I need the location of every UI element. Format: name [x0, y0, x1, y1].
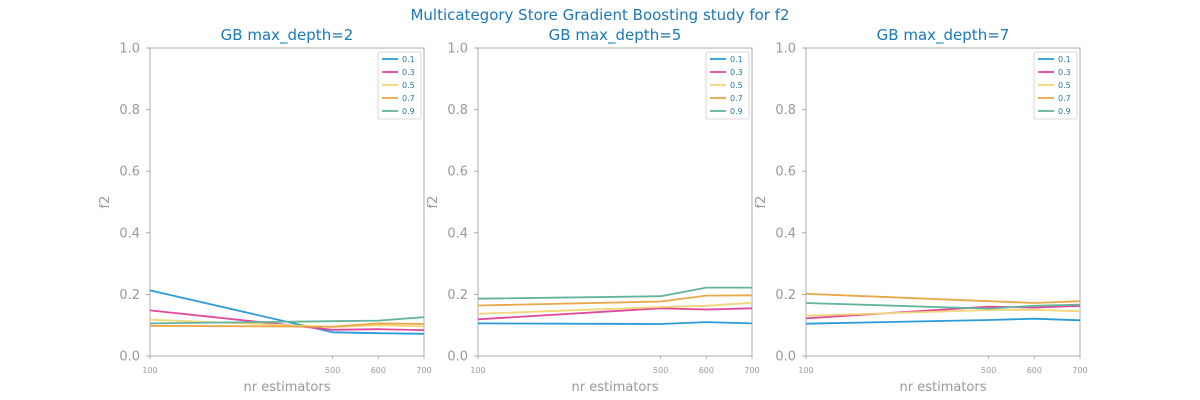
- legend-label: 0.7: [730, 94, 743, 103]
- series-line-0-7: [149, 322, 425, 328]
- figure-title: Multicategory Store Gradient Boosting st…: [410, 6, 789, 24]
- legend-label: 0.7: [1058, 94, 1071, 103]
- y-tick-label: 0.2: [447, 288, 468, 303]
- x-tick-label: 700: [744, 366, 759, 375]
- y-tick-label: 0.8: [775, 103, 796, 118]
- series-line-0-7: [805, 292, 1081, 304]
- x-tick-label: 500: [981, 366, 996, 375]
- series-line-0-9: [805, 302, 1081, 310]
- y-axis-label: f2: [754, 196, 769, 209]
- legend-label: 0.7: [402, 94, 415, 103]
- y-tick-label: 0.2: [775, 288, 796, 303]
- legend-label: 0.1: [730, 55, 743, 64]
- y-tick-label: 0.8: [447, 103, 468, 118]
- panel-title-2: GB max_depth=5: [549, 26, 682, 45]
- x-axis-label: nr estimators: [572, 380, 659, 395]
- legend-label: 0.5: [730, 81, 743, 90]
- series-line-0-5: [805, 308, 1081, 317]
- y-tick-label: 0.4: [119, 226, 140, 241]
- x-tick-label: 500: [653, 366, 668, 375]
- y-tick-label: 0.4: [447, 226, 468, 241]
- series-line-0-5: [149, 318, 425, 328]
- legend-label: 0.9: [730, 107, 743, 116]
- x-tick-label: 100: [798, 366, 813, 375]
- plot-area-2: [477, 47, 753, 357]
- y-tick-label: 0.6: [447, 165, 468, 180]
- series-line-0-9: [149, 316, 425, 325]
- x-tick-label: 600: [1027, 366, 1042, 375]
- legend-label: 0.9: [1058, 107, 1071, 116]
- x-tick-label: 700: [416, 366, 431, 375]
- plot-area-1: [149, 47, 425, 357]
- legend-label: 0.9: [402, 107, 415, 116]
- x-tick-label: 700: [1072, 366, 1087, 375]
- legend-label: 0.1: [402, 55, 415, 64]
- y-tick-label: 0.0: [447, 350, 468, 365]
- series-line-0-5: [477, 301, 753, 315]
- legend-label: 0.3: [402, 68, 415, 77]
- series-line-0-3: [149, 309, 425, 331]
- legend-label: 0.5: [1058, 81, 1071, 90]
- x-tick-label: 100: [142, 366, 157, 375]
- plot-area-3: [805, 47, 1081, 357]
- legend-label: 0.3: [1058, 68, 1071, 77]
- y-tick-label: 1.0: [119, 42, 140, 57]
- y-tick-label: 0.6: [775, 165, 796, 180]
- y-tick-label: 0.4: [775, 226, 796, 241]
- y-axis-label: f2: [98, 196, 113, 209]
- legend-box: [1033, 51, 1078, 120]
- x-axis-label: nr estimators: [900, 380, 987, 395]
- x-tick-label: 600: [371, 366, 386, 375]
- series-line-0-1: [805, 317, 1081, 325]
- legend-label: 0.5: [402, 81, 415, 90]
- legend-box: [377, 51, 422, 120]
- y-tick-label: 0.2: [119, 288, 140, 303]
- legend-label: 0.3: [730, 68, 743, 77]
- y-tick-label: 0.6: [119, 165, 140, 180]
- y-axis-label: f2: [426, 196, 441, 209]
- x-tick-label: 100: [470, 366, 485, 375]
- y-tick-label: 1.0: [447, 42, 468, 57]
- panel-title-3: GB max_depth=7: [877, 26, 1010, 45]
- series-line-0-3: [477, 307, 753, 321]
- x-tick-label: 500: [325, 366, 340, 375]
- y-tick-label: 0.8: [119, 103, 140, 118]
- x-axis-label: nr estimators: [244, 380, 331, 395]
- x-tick-label: 600: [699, 366, 714, 375]
- legend-label: 0.1: [1058, 55, 1071, 64]
- y-tick-label: 0.0: [119, 350, 140, 365]
- series-line-0-7: [477, 294, 753, 307]
- series-line-0-9: [477, 286, 752, 300]
- y-tick-label: 1.0: [775, 42, 796, 57]
- series-line-0-1: [149, 289, 425, 335]
- panel-title-1: GB max_depth=2: [221, 26, 354, 45]
- y-tick-label: 0.0: [775, 350, 796, 365]
- series-line-0-1: [477, 321, 753, 325]
- legend-box: [705, 51, 750, 120]
